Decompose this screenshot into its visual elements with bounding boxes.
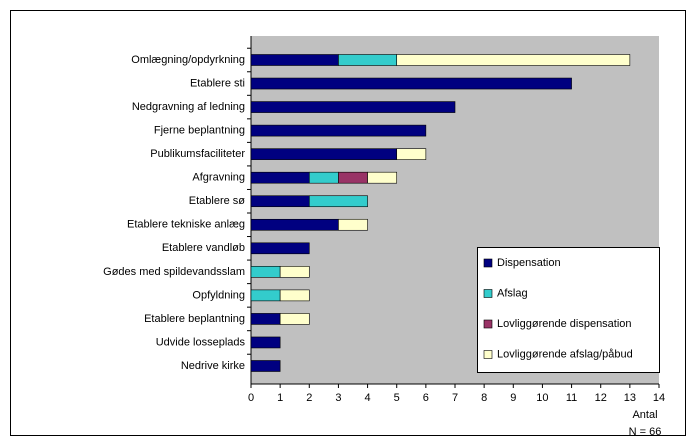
- x-tick-label: 13: [624, 392, 636, 404]
- bar-segment: [250, 148, 398, 160]
- y-tick-label: Nedrive kirke: [181, 360, 245, 372]
- y-tick-label: Publikumsfaciliteter: [150, 148, 245, 160]
- bar-segment: [250, 313, 281, 325]
- bar-segment: [308, 195, 368, 208]
- bar-segment: [250, 101, 456, 113]
- legend-label: Dispensation: [497, 257, 561, 269]
- y-tick-label: Udvide losseplads: [156, 336, 246, 348]
- bar-segment: [396, 148, 427, 160]
- bar-segment: [250, 289, 281, 302]
- bar-segment: [250, 54, 339, 66]
- bar-segment: [279, 313, 310, 325]
- x-tick-label: 6: [423, 392, 429, 404]
- bar-segment: [338, 218, 368, 231]
- x-tick-label: 3: [335, 392, 341, 404]
- x-tick-label: 8: [481, 392, 487, 404]
- x-tick-label: 5: [394, 392, 400, 404]
- bar-segment: [338, 54, 398, 66]
- bar-segment: [250, 171, 310, 184]
- x-tick-label: 9: [510, 392, 516, 404]
- x-tick-label: 1: [277, 392, 283, 404]
- bar-segment: [250, 360, 281, 372]
- y-tick-label: Opfyldning: [192, 289, 245, 301]
- x-axis-label: Antal: [632, 409, 657, 421]
- bar-segment: [338, 171, 368, 184]
- legend-box: [477, 247, 660, 373]
- legend-label: Lovliggørende dispensation: [497, 318, 632, 330]
- x-tick-label: 0: [248, 392, 254, 404]
- bar-segment: [250, 266, 281, 278]
- y-tick-label: Gødes med spildevandsslam: [103, 266, 245, 278]
- bar-segment: [279, 289, 310, 302]
- y-tick-label: Nedgravning af ledning: [132, 101, 245, 113]
- x-tick-label: 10: [536, 392, 548, 404]
- x-tick-label: 11: [566, 392, 577, 404]
- legend-label: Lovliggørende afslag/påbud: [497, 348, 633, 360]
- y-tick-label: Etablere sø: [189, 195, 246, 207]
- x-tick-label: 14: [653, 392, 665, 404]
- legend-swatch: [483, 289, 493, 298]
- y-tick-label: Etablere vandløb: [162, 242, 245, 254]
- x-tick-label: 12: [595, 392, 607, 404]
- bar-segment: [279, 266, 310, 278]
- legend-swatch: [483, 319, 493, 329]
- bar-segment: [250, 336, 281, 349]
- bar-segment: [250, 242, 310, 255]
- bar-segment: [367, 171, 398, 184]
- y-tick-label: Afgravning: [192, 172, 245, 184]
- legend-swatch: [483, 258, 493, 268]
- bar-segment: [308, 171, 339, 184]
- y-tick-label: Fjerne beplantning: [154, 125, 245, 137]
- annotation: N = 66: [629, 426, 662, 438]
- y-tick-label: Etablere tekniske anlæg: [127, 219, 245, 231]
- bar-segment: [396, 54, 631, 66]
- y-tick-label: Etablere sti: [190, 77, 245, 89]
- legend-swatch: [483, 350, 493, 359]
- x-tick-label: 7: [452, 392, 458, 404]
- bar-segment: [250, 77, 572, 90]
- y-tick-label: Etablere beplantning: [144, 313, 245, 325]
- x-tick-label: 4: [365, 392, 371, 404]
- bar-segment: [250, 124, 427, 137]
- bar-segment: [250, 218, 339, 231]
- x-tick-label: 2: [306, 392, 312, 404]
- y-tick-label: Omlægning/opdyrkning: [131, 54, 245, 66]
- legend-label: Afslag: [497, 287, 528, 299]
- bar-segment: [250, 195, 310, 208]
